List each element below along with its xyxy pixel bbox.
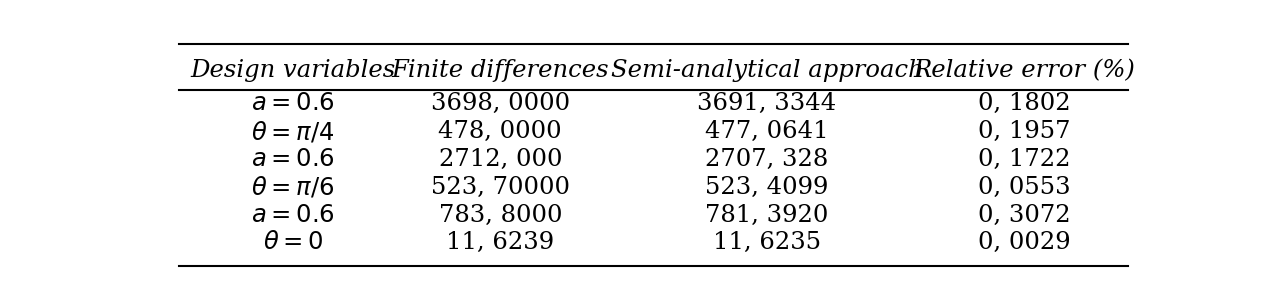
Text: 0, 1722: 0, 1722 — [978, 148, 1070, 171]
Text: $\theta = \pi/6$: $\theta = \pi/6$ — [251, 175, 334, 200]
Text: 0, 0553: 0, 0553 — [978, 176, 1070, 199]
Text: $a = 0.6$: $a = 0.6$ — [251, 203, 334, 226]
Text: $\theta = 0$: $\theta = 0$ — [263, 231, 323, 254]
Text: 2707, 328: 2707, 328 — [705, 148, 829, 171]
Text: Design variables: Design variables — [190, 59, 395, 82]
Text: 11, 6239: 11, 6239 — [446, 231, 555, 254]
Text: 0, 1802: 0, 1802 — [978, 92, 1070, 115]
Text: 0, 0029: 0, 0029 — [978, 231, 1070, 254]
Text: $\theta = \pi/4$: $\theta = \pi/4$ — [251, 119, 334, 144]
Text: $a = 0.6$: $a = 0.6$ — [251, 148, 334, 171]
Text: 783, 8000: 783, 8000 — [439, 203, 562, 226]
Text: 11, 6235: 11, 6235 — [713, 231, 821, 254]
Text: Relative error (%): Relative error (%) — [913, 59, 1135, 82]
Text: 0, 1957: 0, 1957 — [978, 120, 1070, 143]
Text: $a = 0.6$: $a = 0.6$ — [251, 92, 334, 115]
Text: 523, 4099: 523, 4099 — [705, 176, 829, 199]
Text: 3698, 0000: 3698, 0000 — [431, 92, 570, 115]
Text: 3691, 3344: 3691, 3344 — [697, 92, 836, 115]
Text: 0, 3072: 0, 3072 — [978, 203, 1070, 226]
Text: 523, 70000: 523, 70000 — [431, 176, 570, 199]
Text: Semi-analytical approach: Semi-analytical approach — [611, 59, 923, 82]
Text: 781, 3920: 781, 3920 — [705, 203, 829, 226]
Text: 478, 0000: 478, 0000 — [439, 120, 562, 143]
Text: 477, 0641: 477, 0641 — [705, 120, 829, 143]
Text: 2712, 000: 2712, 000 — [439, 148, 562, 171]
Text: Finite differences: Finite differences — [391, 59, 609, 82]
